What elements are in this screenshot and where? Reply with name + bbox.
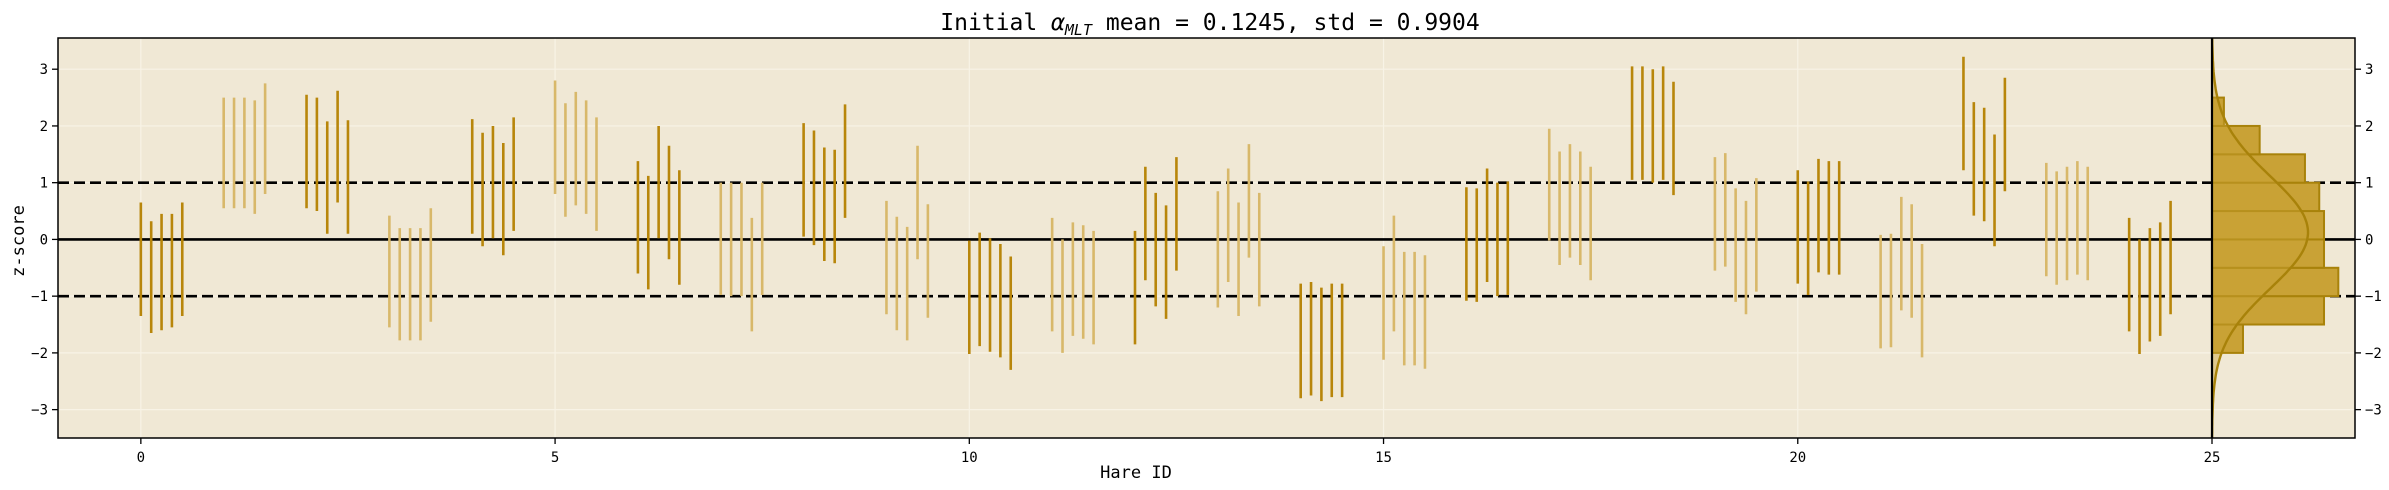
- y-tick-label-left: −2: [31, 346, 48, 362]
- x-tick-label: 10: [961, 450, 978, 466]
- plot-area: 0 5 10 15 20 25 −3 −3 −2 −2 −1 −1 0 0 1 1 2 2 3 3: [31, 37, 2382, 466]
- axes-frame: [57, 37, 2356, 439]
- x-tick-label: 5: [551, 450, 559, 466]
- density-curve: [2210, 37, 2310, 438]
- y-tick-label-left: 0: [40, 232, 48, 248]
- y-tick-label-left: −3: [31, 403, 48, 419]
- y-tick-label-right: 3: [2365, 62, 2373, 78]
- y-tick-label-left: 2: [40, 119, 48, 135]
- y-tick-label-right: −3: [2365, 403, 2382, 419]
- x-tick-label: 15: [1375, 450, 1392, 466]
- chart-title: Initial αMLT mean = 0.1245, std = 0.9904: [940, 10, 1479, 39]
- y-tick-label-right: −2: [2365, 346, 2382, 362]
- y-tick-label-left: 3: [40, 62, 48, 78]
- y-tick-label-right: 1: [2365, 176, 2373, 192]
- density-fill: [2212, 38, 2308, 438]
- y-tick-label-left: 1: [40, 176, 48, 192]
- y-tick-label-left: −1: [31, 289, 48, 305]
- x-tick-label: 25: [2204, 450, 2221, 466]
- x-tick-label: 0: [137, 450, 145, 466]
- y-tick-label-right: 2: [2365, 119, 2373, 135]
- x-axis-label: Hare ID: [1100, 463, 1172, 483]
- y-axis-label: z-score: [9, 205, 29, 277]
- x-tick-label: 20: [1789, 450, 1806, 466]
- histogram-bar: [2211, 295, 2326, 326]
- histogram-bar: [2211, 181, 2321, 213]
- y-tick-label-right: −1: [2365, 289, 2382, 305]
- y-tick-label-right: 0: [2365, 232, 2373, 248]
